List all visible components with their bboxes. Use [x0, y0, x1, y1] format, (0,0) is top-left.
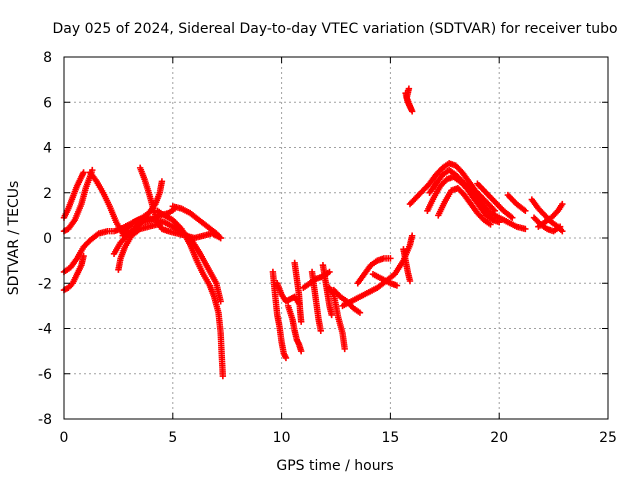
x-axis-label: GPS time / hours — [276, 458, 393, 474]
data-point — [80, 252, 87, 260]
data-point — [522, 225, 529, 233]
series-track-31 — [504, 191, 529, 215]
data-point — [219, 372, 227, 380]
y-tick-label: 8 — [43, 50, 52, 66]
y-tick-label: -6 — [38, 367, 52, 383]
y-tick-label: 0 — [43, 231, 52, 247]
chart-title: Day 025 of 2024, Sidereal Day-to-day VTE… — [52, 21, 617, 37]
data-point — [393, 282, 401, 289]
data-point — [217, 298, 224, 305]
y-tick-label: -8 — [38, 412, 52, 428]
data-point — [387, 255, 394, 262]
series-track-11 — [169, 203, 224, 242]
series-track-09 — [136, 164, 224, 242]
data-layer — [60, 85, 566, 380]
series-track-30 — [474, 180, 516, 221]
data-point — [297, 347, 305, 355]
ticks-layer: 0 5 10 15 20 25 -8 -6 -4 -2 0 2 4 6 8 — [38, 50, 617, 446]
y-tick-label: 6 — [43, 95, 52, 111]
series-track-07 — [115, 221, 161, 273]
series-track-15 — [291, 259, 305, 325]
data-point — [522, 207, 529, 215]
y-axis-label: SDTVAR / TECUs — [6, 181, 22, 296]
data-point — [559, 228, 566, 235]
x-tick-label: 10 — [273, 430, 291, 446]
series-track-17 — [308, 268, 324, 334]
y-tick-label: 2 — [43, 186, 52, 202]
data-point — [406, 277, 414, 285]
series-track-08 — [119, 178, 166, 239]
x-tick-label: 5 — [168, 430, 177, 446]
x-tick-label: 20 — [490, 430, 508, 446]
series-track-19 — [326, 284, 348, 353]
data-point — [158, 178, 166, 185]
series-track-23 — [369, 271, 401, 289]
series-track-10 — [154, 207, 227, 380]
data-point — [556, 223, 564, 230]
data-point — [80, 169, 87, 176]
data-point — [509, 214, 516, 221]
series-track-14 — [284, 302, 305, 355]
series-track-01 — [60, 169, 87, 221]
data-point — [405, 85, 413, 92]
data-point — [408, 232, 416, 239]
series-track-28 — [426, 166, 529, 233]
y-tick-label: 4 — [43, 141, 52, 157]
x-tick-label: 15 — [381, 430, 399, 446]
series-track-22 — [354, 255, 394, 287]
data-point — [328, 311, 335, 319]
series-track-24 — [400, 246, 414, 285]
series-track-34 — [530, 214, 564, 235]
series-track-29 — [435, 185, 494, 228]
data-point — [341, 345, 348, 353]
data-point — [559, 200, 566, 208]
data-point — [356, 309, 364, 316]
series-track-25 — [402, 85, 416, 115]
series-track-18 — [319, 261, 335, 319]
series-track-05 — [86, 169, 126, 237]
x-tick-label: 0 — [60, 430, 69, 446]
x-tick-label: 25 — [599, 430, 617, 446]
data-point — [317, 327, 324, 334]
series-track-21 — [339, 232, 416, 310]
data-point — [217, 234, 224, 242]
data-point — [326, 268, 333, 276]
data-point — [487, 221, 494, 228]
data-point — [297, 318, 305, 325]
y-tick-label: -2 — [38, 276, 52, 292]
data-point — [282, 354, 290, 362]
grid-layer — [64, 57, 608, 419]
y-tick-label: -4 — [38, 322, 52, 338]
